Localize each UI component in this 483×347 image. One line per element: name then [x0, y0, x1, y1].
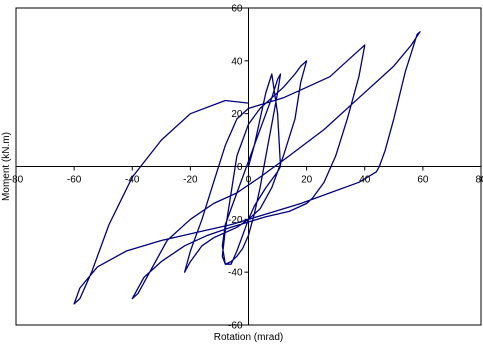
x-tick-label: 20	[301, 175, 313, 186]
x-tick-label: -40	[125, 175, 140, 186]
x-tick-label: -20	[183, 175, 198, 186]
x-tick-label: 0	[246, 175, 252, 186]
y-axis-title: Moment (kN.m)	[1, 132, 12, 201]
x-axis-title: Rotation (mrad)	[214, 332, 283, 343]
y-tick-label: -60	[228, 321, 243, 332]
series-layer	[73, 31, 421, 305]
x-tick-label: 80	[475, 175, 483, 186]
x-tick-label: 40	[359, 175, 371, 186]
y-tick-label: 60	[231, 4, 243, 15]
x-tick-label: 60	[417, 175, 429, 186]
y-tick-label: 0	[237, 162, 243, 173]
series-line	[73, 31, 421, 305]
y-tick-label: 40	[231, 56, 243, 67]
y-tick-label: -20	[228, 215, 243, 226]
x-tick-label: -60	[67, 175, 82, 186]
y-tick-label: -40	[228, 268, 243, 279]
tick-labels-layer: -80 -60 -40 -20 0 20 40 60 80 -60 -40 -20 0 20 40 60	[9, 4, 483, 332]
y-tick-label: 20	[231, 109, 243, 120]
x-tick-label: -80	[9, 175, 24, 186]
